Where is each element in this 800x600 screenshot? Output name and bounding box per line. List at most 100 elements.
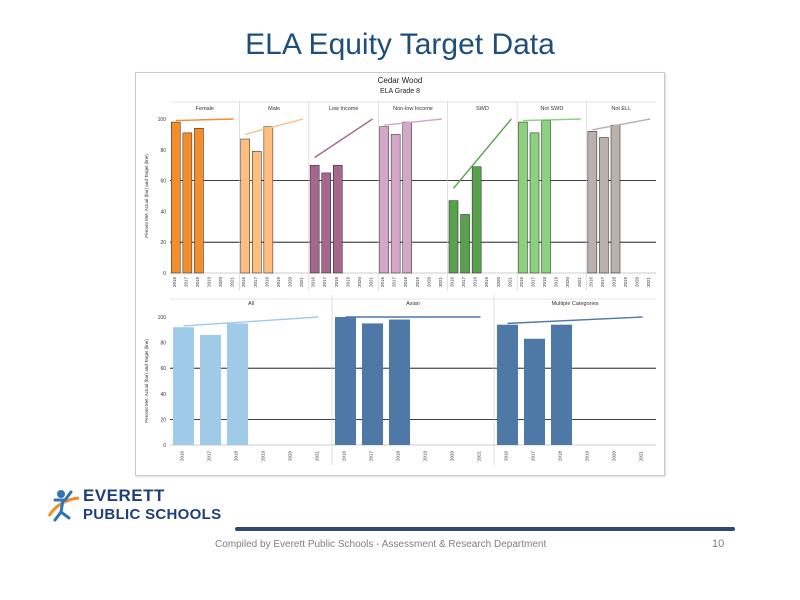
logo-line-2: PUBLIC SCHOOLS	[83, 506, 222, 523]
x-tick-label: 2020	[218, 277, 223, 288]
bar	[199, 334, 222, 445]
x-tick-label: 2017	[392, 277, 397, 288]
x-tick-label: 2016	[241, 277, 246, 288]
x-tick-label: 2018	[542, 277, 547, 288]
x-tick-label: 2016	[519, 277, 524, 288]
group-label: Male	[268, 106, 280, 112]
x-tick-label: 2017	[461, 277, 466, 288]
bar	[333, 164, 343, 274]
y-tick-label: 80	[160, 148, 166, 154]
chart-frame: Cedar Wood ELA Grade 8 0 20 40 60 80 100 Percent…	[135, 72, 665, 476]
x-tick-label: 2019	[585, 451, 590, 462]
x-tick-label: 2019	[276, 277, 281, 288]
x-tick-label: 2021	[577, 277, 582, 288]
x-tick-label: 2017	[531, 451, 536, 462]
slide-title: ELA Equity Target Data	[245, 28, 555, 61]
target-line	[175, 118, 234, 122]
footer-credit: Compiled by Everett Public Schools - Ass…	[215, 539, 547, 550]
y-tick-label: 40	[160, 209, 166, 215]
y-axis-title: Percent Met: Actual (bar) and Target (li…	[144, 339, 149, 423]
bar	[361, 323, 384, 445]
x-tick-label: 2016	[172, 277, 177, 288]
bar	[194, 127, 204, 274]
bar	[523, 338, 546, 445]
x-tick-label: 2017	[183, 277, 188, 288]
x-tick-label: 2017	[600, 277, 605, 288]
chart-title: Cedar Wood	[378, 76, 423, 85]
bar	[240, 138, 250, 274]
bar	[496, 324, 519, 445]
bar	[460, 214, 470, 274]
group-label: Not SWD	[540, 106, 563, 112]
x-tick-label: 2016	[380, 277, 385, 288]
bar	[182, 132, 193, 274]
bar	[610, 124, 621, 274]
bar	[388, 319, 411, 445]
target-line	[183, 316, 319, 327]
bar	[252, 151, 262, 274]
x-tick-label: 2017	[207, 451, 212, 462]
x-tick-label: 2019	[345, 277, 350, 288]
y-axis-title: Percent Met: Actual (bar) and Target (li…	[144, 154, 149, 238]
x-tick-label: 2021	[230, 277, 235, 288]
group-label: Not ELL	[611, 106, 631, 112]
x-tick-label: 2019	[261, 451, 266, 462]
x-tick-label: 2016	[450, 277, 455, 288]
x-tick-label: 2021	[369, 277, 374, 288]
x-tick-label: 2018	[195, 277, 200, 288]
x-tick-label: 2016	[311, 277, 316, 288]
bar	[402, 121, 412, 274]
x-tick-label: 2018	[396, 451, 401, 462]
x-tick-label: 2019	[207, 277, 212, 288]
bar	[529, 132, 540, 274]
y-tick-label: 60	[160, 366, 166, 372]
bar	[518, 121, 528, 274]
group-label: SWD	[476, 106, 489, 112]
group-label: All	[248, 301, 254, 307]
y-tick-label: 40	[160, 392, 166, 398]
target-line	[383, 118, 443, 126]
x-tick-label: 2019	[484, 277, 489, 288]
target-line	[592, 118, 651, 131]
bar	[471, 166, 482, 274]
x-tick-label: 2021	[315, 451, 320, 462]
target-line	[314, 118, 373, 159]
y-tick-label: 80	[160, 341, 166, 347]
bar	[226, 323, 249, 445]
x-tick-label: 2019	[415, 277, 420, 288]
x-tick-label: 2021	[639, 451, 644, 462]
x-tick-label: 2019	[423, 451, 428, 462]
y-tick-label: 20	[160, 240, 166, 246]
x-tick-label: 2018	[403, 277, 408, 288]
x-tick-label: 2016	[342, 451, 347, 462]
group-label: Asian	[406, 301, 420, 307]
x-tick-label: 2021	[299, 277, 304, 288]
x-tick-label: 2020	[450, 451, 455, 462]
bar	[390, 134, 401, 274]
x-tick-label: 2020	[288, 277, 293, 288]
target-line	[245, 118, 304, 136]
group-label: Multiple Categories	[551, 301, 598, 307]
x-tick-label: 2021	[507, 277, 512, 288]
bar	[587, 131, 598, 274]
target-line	[507, 316, 643, 325]
x-tick-label: 2020	[635, 277, 640, 288]
logo-figure-icon	[47, 490, 80, 522]
x-tick-label: 2021	[438, 277, 443, 288]
x-tick-label: 2018	[473, 277, 478, 288]
x-tick-label: 2018	[612, 277, 617, 288]
bar	[321, 172, 331, 274]
y-tick-label: 20	[160, 417, 166, 423]
x-tick-label: 2016	[180, 451, 185, 462]
bar	[448, 200, 459, 274]
target-line	[452, 118, 512, 189]
x-tick-label: 2016	[588, 277, 593, 288]
equity-target-chart: Cedar Wood ELA Grade 8 0 20 40 60 80 100 Percent…	[144, 76, 656, 465]
logo-line-1: EVERETT	[83, 486, 165, 505]
y-tick-label: 100	[158, 117, 167, 123]
district-logo: EVERETT PUBLIC SCHOOLS	[45, 486, 225, 526]
bar	[334, 317, 357, 445]
x-tick-label: 2019	[623, 277, 628, 288]
bar	[172, 327, 195, 445]
x-tick-label: 2020	[496, 277, 501, 288]
